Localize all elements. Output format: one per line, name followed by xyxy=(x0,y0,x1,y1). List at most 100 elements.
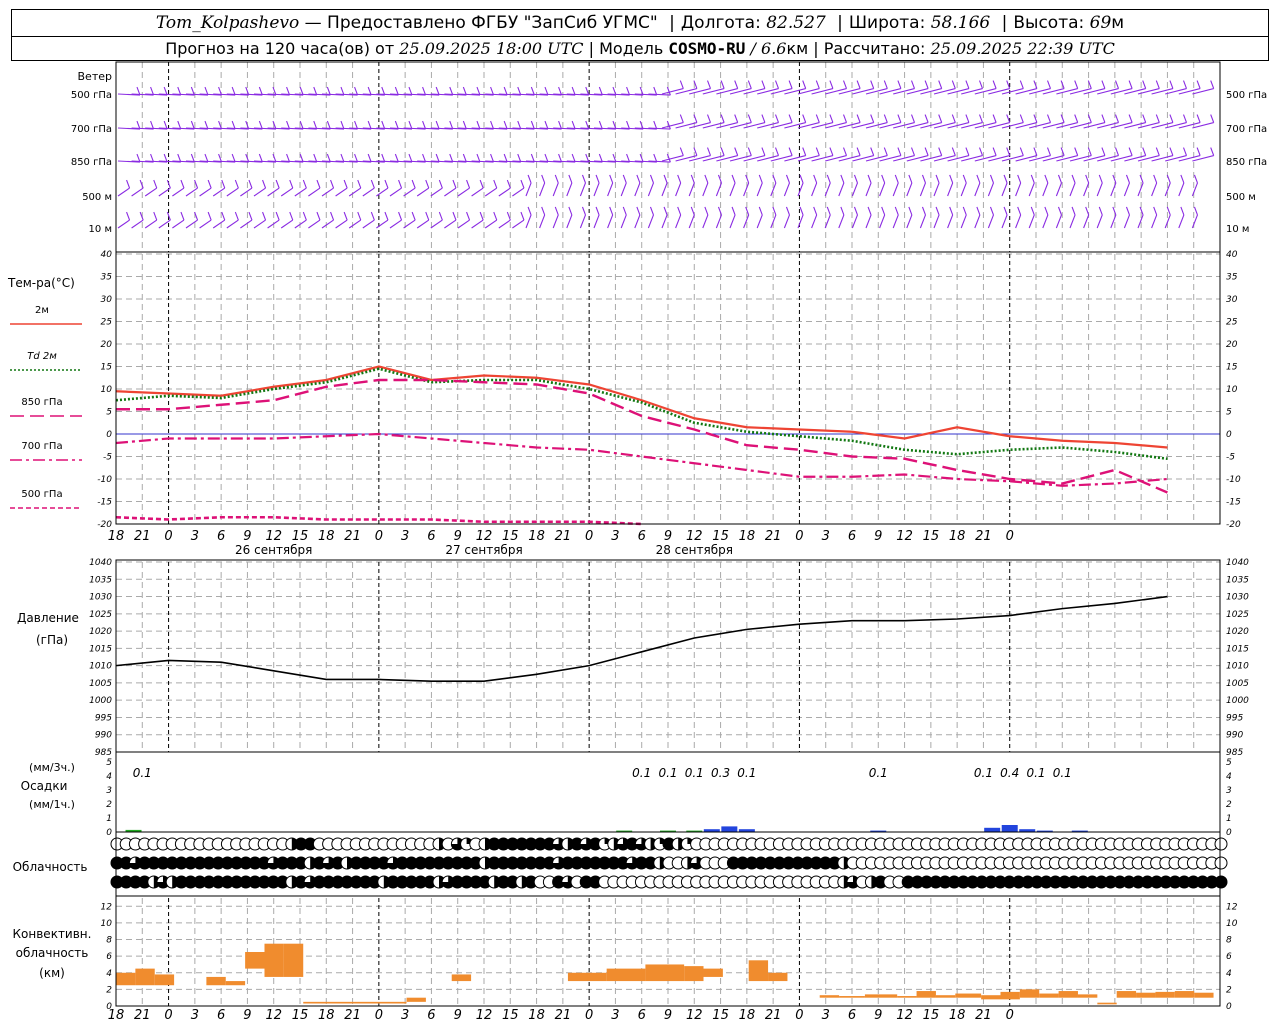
pressure-tick-left: 1025 xyxy=(89,610,112,620)
wind-barb-shaft xyxy=(226,187,239,197)
wind-barb-shaft xyxy=(770,214,777,229)
wind-barb-flag xyxy=(1060,147,1065,156)
wind-barb-flag xyxy=(411,211,416,221)
wind-barb-shaft xyxy=(321,219,334,229)
wind-barb-shaft xyxy=(743,122,766,129)
wind-barb-flag xyxy=(466,211,471,221)
wind-barb-shaft xyxy=(1069,214,1076,229)
model-resolution-unit: км xyxy=(786,39,809,58)
cloud-cover-fill xyxy=(1113,876,1126,888)
hour-tick-label: 21 xyxy=(344,529,361,544)
precip-amount-label: 0.3 xyxy=(711,766,730,780)
forecast-header: Tom_Kolpashevo — Предоставлено ФГБУ "Зап… xyxy=(11,9,1269,61)
cloud-cover-fill xyxy=(120,876,133,888)
wind-barb-flag xyxy=(826,206,831,216)
wind-barb-flag xyxy=(245,120,250,130)
wind-barb-shaft xyxy=(471,127,494,130)
hour-tick-label: 0 xyxy=(375,529,383,544)
cloud-cover-fill xyxy=(506,838,519,850)
wind-barb-shaft xyxy=(688,182,695,197)
temperature-series-line xyxy=(115,367,1168,461)
wind-barb-flag xyxy=(394,86,399,96)
wind-barb-shaft xyxy=(757,122,779,129)
wind-barb-shaft xyxy=(1164,214,1171,229)
cloud-cover-fill xyxy=(607,857,620,869)
hour-tick-label: 21 xyxy=(765,529,782,544)
wind-barb-flag xyxy=(788,114,793,123)
wind-barb-shaft xyxy=(607,182,614,197)
wind-barb-shaft xyxy=(838,214,845,229)
wind-barb-shaft xyxy=(1178,155,1201,162)
wind-barb-shaft xyxy=(199,187,212,197)
wind-barb-shaft xyxy=(811,182,818,197)
wind-barb-flag xyxy=(663,174,668,184)
wind-barb-shaft xyxy=(172,93,195,96)
hour-tick-label: 3 xyxy=(191,529,199,544)
wind-barb-shaft xyxy=(308,219,321,229)
wind-barb-flag xyxy=(853,206,858,216)
wind-level-label-right: 850 гПа xyxy=(1226,157,1267,168)
cloud-cover-fill xyxy=(782,857,795,869)
wind-barb-flag xyxy=(150,153,155,163)
wind-barb-flag xyxy=(775,147,780,156)
wind-barb-flag xyxy=(1098,174,1103,184)
wind-barb-shaft xyxy=(1097,122,1119,129)
wind-barb-shaft xyxy=(716,155,738,162)
cloud-cover-fill xyxy=(561,876,574,888)
cloud-cover-fill xyxy=(810,857,823,869)
cloud-cover-fill xyxy=(341,876,353,888)
wind-barb-shaft xyxy=(145,93,168,96)
wind-barb-flag xyxy=(558,120,563,130)
wind-barb-flag xyxy=(677,174,682,184)
cloud-cover-fill xyxy=(313,876,326,888)
cloud-cover-fill xyxy=(571,857,583,869)
wind-barb-flag xyxy=(965,114,970,123)
wind-barb-shaft xyxy=(797,155,820,162)
wind-barb-flag xyxy=(139,211,144,221)
cloud-cover-fill xyxy=(322,857,335,870)
hour-tick-label: 18 xyxy=(949,529,966,544)
precip-bar xyxy=(721,826,738,832)
wind-barb-flag xyxy=(734,80,739,89)
wind-barb-shaft xyxy=(117,160,140,163)
wind-barb-flag xyxy=(367,153,372,163)
hour-tick-label: 15 xyxy=(502,529,519,544)
cloud-cover-fill xyxy=(1169,876,1181,888)
wind-barb-flag xyxy=(1101,80,1106,89)
wind-barb-shaft xyxy=(933,182,940,197)
wind-barb-flag xyxy=(384,179,389,189)
wind-barb-flag xyxy=(177,120,182,130)
cloud-cover-fill xyxy=(515,857,528,869)
wind-barb-shaft xyxy=(1151,214,1158,229)
cloud-cover-fill xyxy=(497,876,510,888)
cloud-cover-fill xyxy=(295,876,307,888)
wind-barb-flag xyxy=(622,206,627,216)
cloud-cover-fill xyxy=(129,876,142,888)
pressure-tick-right: 995 xyxy=(1226,713,1243,723)
wind-barb-shaft xyxy=(960,214,967,229)
alt-value: 69 xyxy=(1089,13,1112,33)
wind-barb-flag xyxy=(747,80,752,89)
forecast-time: 25.09.2025 18:00 UTC xyxy=(399,39,584,58)
wind-barb-shaft xyxy=(784,155,806,162)
wind-barb-shaft xyxy=(743,88,766,95)
wind-barb-shaft xyxy=(865,88,888,95)
temperature-tick-left: -5 xyxy=(103,453,112,463)
wind-barb-shaft xyxy=(593,160,617,163)
wind-barb-shaft xyxy=(852,88,874,95)
wind-barb-flag xyxy=(286,153,291,163)
wind-barb-shaft xyxy=(498,219,511,229)
wind-barb-shaft xyxy=(512,219,525,229)
wind-barb-shaft xyxy=(158,160,181,163)
cloud-cover-fill xyxy=(423,857,436,869)
temperature-tick-right: -5 xyxy=(1226,453,1235,463)
wind-barb-shaft xyxy=(389,187,402,197)
wind-barb-flag xyxy=(1101,114,1106,123)
cloud-cover-fill xyxy=(506,876,519,888)
wind-barb-flag xyxy=(234,211,239,221)
wind-barb-flag xyxy=(813,206,818,216)
wind-barb-flag xyxy=(595,174,600,184)
model-label: | Модель xyxy=(588,39,664,58)
wind-barb-shaft xyxy=(389,160,412,163)
